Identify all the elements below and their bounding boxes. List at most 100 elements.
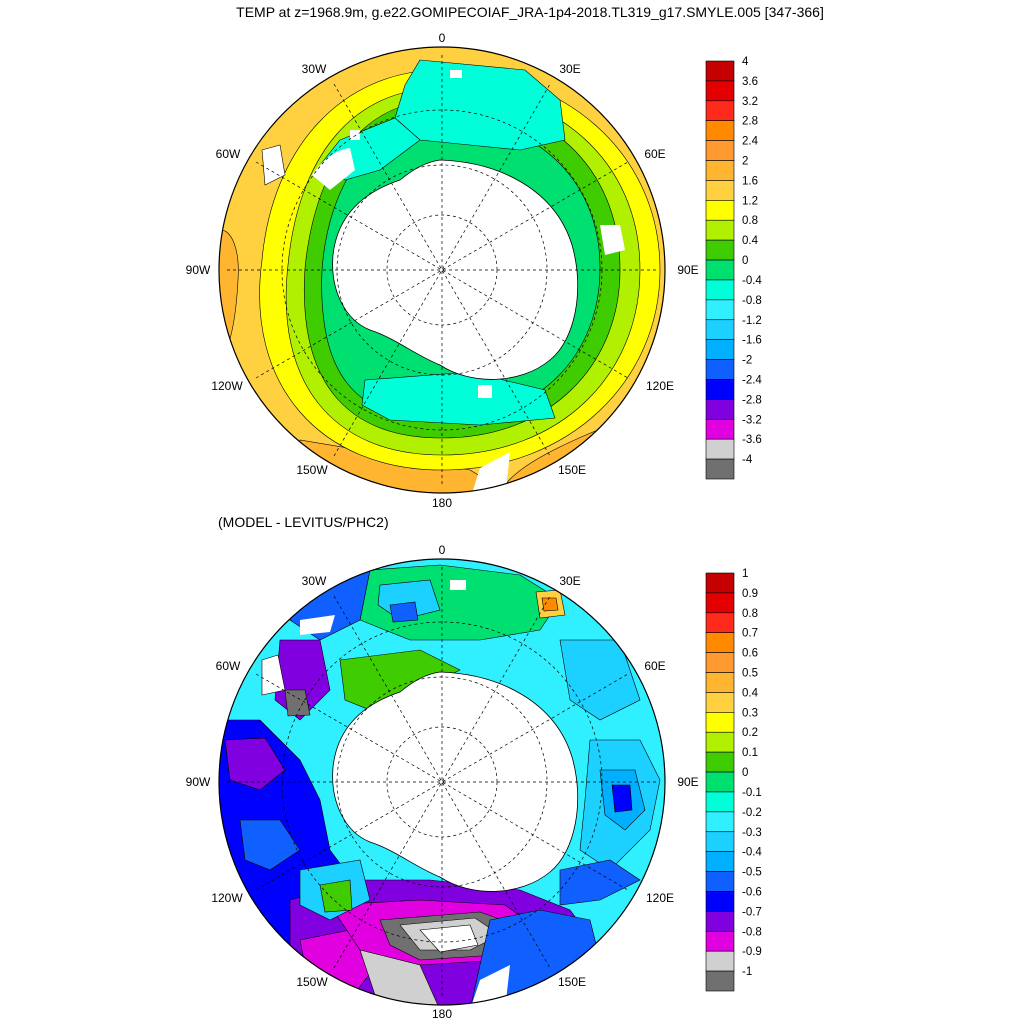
top-colorbar-swatch-7: [705, 200, 735, 221]
top-colorbar-label-14: -1.6: [742, 335, 762, 347]
bottom-colorbar-label-15: -0.5: [742, 867, 762, 879]
lon-label-30w: 30W: [302, 62, 327, 76]
top-colorbar-swatch-2: [705, 100, 735, 122]
bottom-colorbar-swatch-1: [705, 592, 735, 614]
bottom-colorbar-swatch-6: [705, 692, 735, 713]
top-colorbar-swatch-16: [705, 379, 735, 400]
lon-label-120e: 120E: [646, 379, 674, 393]
top-colorbar-label-1: 3.6: [742, 76, 758, 88]
top-colorbar-swatch-13: [705, 319, 735, 340]
bottom-longitude-labels: 0 30E 60E 90E 120E 150E 180 150W 120W 90…: [186, 543, 699, 1021]
bottom-colorbar-label-18: -0.8: [742, 926, 762, 938]
bottom-colorbar-label-19: -0.9: [742, 946, 762, 958]
bottom-colorbar-label-4: 0.6: [742, 648, 758, 660]
bottom-colorbar-label-1: 0.9: [742, 588, 758, 600]
lon-label-90w: 90W: [186, 775, 211, 789]
bottom-colorbar-swatch-11: [705, 791, 735, 813]
bottom-colorbar-label-0: 1: [742, 568, 748, 580]
top-colorbar-swatch-9: [705, 239, 735, 261]
bottom-colorbar-swatch-5: [705, 672, 735, 693]
bottom-colorbar-label-14: -0.4: [742, 847, 762, 859]
top-colorbar-label-16: -2.4: [742, 374, 762, 386]
top-colorbar-swatch-10: [705, 259, 735, 281]
bottom-colorbar-swatch-2: [705, 612, 735, 634]
bottom-colorbar-label-20: -1: [742, 966, 752, 978]
bottom-colorbar-swatch-16: [705, 891, 735, 912]
top-colorbar-label-18: -3.2: [742, 414, 762, 426]
bottom-colorbar-swatch-3: [705, 632, 735, 653]
top-colorbar-label-5: 2: [742, 156, 748, 168]
bottom-colorbar-swatch-20: [705, 970, 735, 992]
lon-label-60e: 60E: [644, 659, 665, 673]
top-colorbar-swatch-17: [705, 399, 735, 420]
lon-label-180: 180: [432, 1007, 452, 1021]
bottom-colorbar-swatch-4: [705, 652, 735, 673]
lon-label-60e: 60E: [644, 147, 665, 161]
top-colorbar-label-9: 0.4: [742, 235, 759, 247]
top-colorbar-label-20: -4: [742, 454, 753, 466]
lon-label-150e: 150E: [558, 975, 586, 989]
top-colorbar-label-11: -0.4: [742, 275, 762, 287]
bottom-colorbar-label-11: -0.1: [742, 787, 762, 799]
lon-label-150w: 150W: [296, 463, 328, 477]
lon-label-30w: 30W: [302, 574, 327, 588]
top-colorbar-swatch-18: [705, 418, 735, 440]
bottom-colorbar-swatch-17: [705, 911, 735, 932]
bottom-colorbar-swatch-19: [705, 950, 735, 972]
bottom-colorbar-swatch-0: [705, 572, 735, 594]
bottom-colorbar-label-3: 0.7: [742, 628, 758, 640]
top-colorbar-swatch-12: [705, 299, 735, 321]
top-colorbar-label-6: 1.6: [742, 175, 758, 187]
difference-subtitle: (MODEL - LEVITUS/PHC2): [218, 514, 389, 530]
bottom-colorbar-swatch-9: [705, 751, 735, 773]
lon-label-90e: 90E: [677, 263, 698, 277]
top-colorbar-swatch-6: [705, 180, 735, 201]
lon-label-0: 0: [439, 31, 446, 45]
top-colorbar-label-12: -0.8: [742, 295, 762, 307]
bottom-colorbar-label-9: 0.1: [742, 747, 758, 759]
bottom-colorbar-label-2: 0.8: [742, 608, 758, 620]
lon-label-150w: 150W: [296, 975, 328, 989]
lon-label-120w: 120W: [211, 379, 243, 393]
top-colorbar-swatch-11: [705, 279, 735, 301]
lon-label-30e: 30E: [559, 62, 580, 76]
top-colorbar-swatch-20: [705, 458, 735, 480]
top-colorbar-label-10: 0: [742, 255, 748, 267]
bottom-colorbar-swatch-10: [705, 771, 735, 793]
bottom-colorbar-label-8: 0.2: [742, 727, 758, 739]
bottom-colorbar-label-13: -0.3: [742, 827, 762, 839]
top-colorbar-label-13: -1.2: [742, 315, 762, 327]
top-colorbar-swatch-14: [705, 339, 735, 360]
top-colorbar-label-4: 2.4: [742, 136, 759, 148]
page-title: TEMP at z=1968.9m, g.e22.GOMIPECOIAF_JRA…: [236, 4, 824, 20]
top-map-border: [218, 46, 666, 494]
bottom-colorbar-swatch-7: [705, 712, 735, 733]
top-colorbar-swatch-15: [705, 359, 735, 380]
bottom-colorbar-label-7: 0.3: [742, 707, 758, 719]
lon-label-90e: 90E: [677, 775, 698, 789]
top-colorbar-label-8: 0.8: [742, 215, 758, 227]
top-colorbar-swatch-0: [705, 60, 735, 82]
bottom-colorbar-swatch-14: [705, 851, 735, 872]
bottom-colorbar-label-17: -0.7: [742, 906, 762, 918]
top-temperature-field: [219, 47, 665, 493]
top-longitude-labels: 0 30E 60E 90E 120E 150E 180 150W 120W 90…: [186, 31, 699, 510]
lon-label-60w: 60W: [216, 659, 241, 673]
top-colorbar-label-7: 1.2: [742, 195, 758, 207]
bottom-colorbar-label-6: 0.4: [742, 687, 759, 699]
top-colorbar-label-19: -3.6: [742, 434, 762, 446]
bottom-colorbar-label-5: 0.5: [742, 668, 758, 680]
bottom-colorbar-label-12: -0.2: [742, 807, 762, 819]
lon-label-120e: 120E: [646, 891, 674, 905]
bottom-colorbar-swatch-15: [705, 871, 735, 892]
bottom-colorbar: 1 0.9 0.8 0.7 0.6 0.5 0.4 0.3 0.2 0.1 0 -0.1 -0.2 -0.…: [705, 568, 762, 992]
top-colorbar-label-0: 4: [742, 56, 749, 68]
lon-label-180: 180: [432, 496, 452, 510]
lon-label-30e: 30E: [559, 574, 580, 588]
bottom-colorbar-swatch-18: [705, 930, 735, 952]
bottom-colorbar-label-16: -0.6: [742, 886, 762, 898]
lon-label-150e: 150E: [558, 463, 586, 477]
top-colorbar-swatch-4: [705, 140, 735, 161]
